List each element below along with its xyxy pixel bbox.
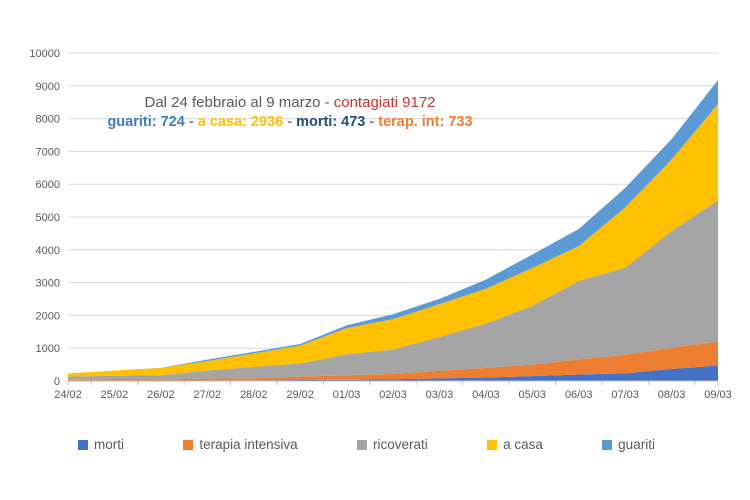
legend-item-morti: morti <box>78 437 124 452</box>
x-axis-tick-label: 02/03 <box>379 389 407 401</box>
y-axis-tick-label: 7000 <box>36 146 60 158</box>
x-axis-tick-label: 06/03 <box>565 389 593 401</box>
x-axis-tick-label: 07/03 <box>611 389 639 401</box>
x-axis-tick-label: 26/02 <box>147 389 175 401</box>
legend-item-guariti: guariti <box>602 437 655 452</box>
legend-swatch-a-casa <box>487 439 498 450</box>
x-axis-tick-label: 27/02 <box>194 389 222 401</box>
legend-item-ricoverati: ricoverati <box>356 437 428 452</box>
stacked-area-chart: 0 1000 2000 3000 4000 5000 6000 7000 8000 9000 100… <box>29 48 732 401</box>
y-axis-tick-label: 10000 <box>29 48 60 60</box>
y-axis-tick-label: 2000 <box>36 310 60 322</box>
x-axis-tick-label: 29/02 <box>286 389 314 401</box>
legend-label-guariti: guariti <box>618 437 655 452</box>
y-axis-tick-label: 5000 <box>36 212 60 224</box>
area-ricoverati <box>68 200 718 380</box>
y-axis-tick-label: 9000 <box>36 81 60 93</box>
x-axis-tick-label: 08/03 <box>658 389 686 401</box>
legend-item-terapia-intensiva: terapia intensiva <box>183 437 298 452</box>
area-morti <box>68 365 718 381</box>
y-axis-tick-label: 3000 <box>36 278 60 290</box>
x-axis-tick-label: 05/03 <box>519 389 547 401</box>
y-axis-tick-label: 8000 <box>36 114 60 126</box>
x-axis-tick-label: 24/02 <box>54 389 82 401</box>
y-axis-tick-label: 0 <box>54 376 60 388</box>
area-guariti <box>68 80 718 374</box>
legend-swatch-guariti <box>602 439 613 450</box>
x-axis-tick-label: 03/03 <box>426 389 454 401</box>
legend-swatch-ricoverati <box>356 439 367 450</box>
legend-item-a-casa: a casa <box>487 437 543 452</box>
x-axis-tick-label: 04/03 <box>472 389 500 401</box>
legend-label-ricoverati: ricoverati <box>372 437 428 452</box>
y-axis-tick-label: 4000 <box>36 245 60 257</box>
chart-legend: morti terapia intensiva ricoverati a cas… <box>78 437 655 452</box>
legend-label-a-casa: a casa <box>503 437 543 452</box>
x-axis-tick-label: 01/03 <box>333 389 361 401</box>
area-terapia-intensiva <box>68 341 718 381</box>
x-axis-tick-label: 09/03 <box>704 389 732 401</box>
x-axis-tick-label: 28/02 <box>240 389 268 401</box>
legend-label-terapia-intensiva: terapia intensiva <box>199 437 298 452</box>
y-axis-tick-label: 6000 <box>36 179 60 191</box>
area-a-casa <box>68 103 718 377</box>
legend-swatch-terapia-intensiva <box>183 439 194 450</box>
legend-swatch-morti <box>78 439 88 450</box>
legend-label-morti: morti <box>94 437 124 452</box>
x-axis-tick-label: 25/02 <box>101 389 129 401</box>
y-axis-tick-label: 1000 <box>36 343 60 355</box>
